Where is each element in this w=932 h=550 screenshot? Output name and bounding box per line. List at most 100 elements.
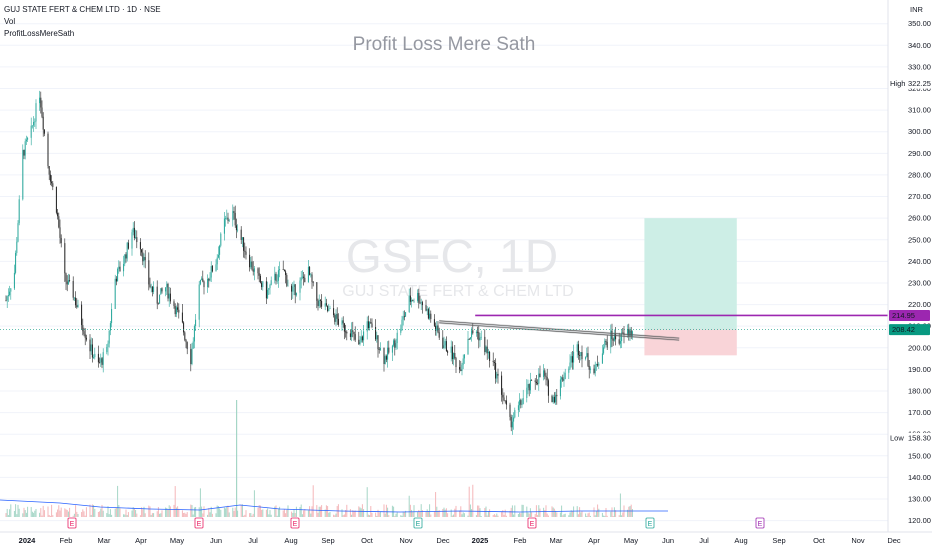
- candle-body[interactable]: [321, 300, 323, 307]
- candle-body[interactable]: [559, 379, 561, 397]
- candle-body[interactable]: [477, 331, 479, 333]
- candle-body[interactable]: [24, 141, 26, 156]
- candle-body[interactable]: [454, 352, 456, 359]
- candle-body[interactable]: [177, 307, 179, 310]
- candle-body[interactable]: [219, 245, 221, 255]
- candle-body[interactable]: [378, 349, 380, 350]
- candle-body[interactable]: [220, 233, 222, 246]
- candle-body[interactable]: [579, 355, 581, 357]
- candle-body[interactable]: [253, 268, 255, 272]
- candle-body[interactable]: [543, 370, 545, 378]
- last-price-tag[interactable]: [889, 324, 930, 336]
- candle-body[interactable]: [438, 332, 440, 338]
- candle-body[interactable]: [467, 338, 469, 355]
- candle-body[interactable]: [198, 284, 200, 320]
- candle-body[interactable]: [603, 347, 605, 354]
- candle-body[interactable]: [143, 257, 145, 262]
- candle-body[interactable]: [41, 107, 43, 117]
- candle-body[interactable]: [299, 280, 301, 293]
- candle-body[interactable]: [73, 297, 75, 299]
- candle-body[interactable]: [144, 257, 146, 261]
- candle-body[interactable]: [333, 308, 335, 316]
- candle-body[interactable]: [576, 344, 578, 352]
- candle-body[interactable]: [83, 331, 85, 335]
- candle-body[interactable]: [174, 306, 176, 315]
- candle-body[interactable]: [509, 404, 511, 417]
- candle-body[interactable]: [455, 358, 457, 368]
- candle-body[interactable]: [569, 362, 571, 369]
- candle-body[interactable]: [337, 318, 339, 325]
- candle-body[interactable]: [539, 373, 541, 378]
- candle-body[interactable]: [35, 103, 37, 122]
- candle-body[interactable]: [435, 325, 437, 331]
- resistance-price-tag[interactable]: [889, 309, 930, 321]
- candle-body[interactable]: [241, 237, 243, 240]
- candle-body[interactable]: [117, 268, 119, 282]
- candle-body[interactable]: [555, 394, 557, 403]
- candle-body[interactable]: [351, 330, 353, 337]
- candle-body[interactable]: [67, 280, 69, 285]
- candle-body[interactable]: [133, 227, 135, 239]
- candle-body[interactable]: [135, 237, 137, 239]
- candle-body[interactable]: [304, 277, 306, 283]
- candle-body[interactable]: [55, 187, 57, 213]
- candle-body[interactable]: [173, 301, 175, 307]
- candle-body[interactable]: [195, 319, 197, 327]
- candle-body[interactable]: [227, 217, 229, 221]
- candle-body[interactable]: [192, 341, 194, 349]
- candle-body[interactable]: [580, 352, 582, 357]
- candle-body[interactable]: [175, 307, 177, 315]
- trendline-channel[interactable]: [439, 319, 680, 342]
- candle-body[interactable]: [311, 274, 313, 282]
- candle-body[interactable]: [22, 149, 24, 200]
- candlesticks[interactable]: [5, 90, 633, 435]
- earnings-marker[interactable]: E: [290, 517, 300, 529]
- candle-body[interactable]: [597, 364, 599, 366]
- candle-body[interactable]: [303, 276, 305, 278]
- candle-body[interactable]: [301, 276, 303, 278]
- candle-body[interactable]: [257, 268, 259, 274]
- candle-body[interactable]: [475, 331, 477, 334]
- candle-body[interactable]: [520, 400, 522, 405]
- candle-body[interactable]: [262, 281, 264, 288]
- candle-body[interactable]: [371, 323, 373, 328]
- candle-body[interactable]: [631, 331, 633, 336]
- candle-body[interactable]: [604, 340, 606, 348]
- candle-body[interactable]: [207, 279, 209, 288]
- candle-body[interactable]: [419, 302, 421, 304]
- candle-body[interactable]: [156, 286, 158, 304]
- candle-body[interactable]: [77, 304, 79, 308]
- candle-body[interactable]: [126, 242, 128, 259]
- candle-body[interactable]: [352, 330, 354, 332]
- candle-body[interactable]: [75, 297, 77, 306]
- candle-body[interactable]: [84, 334, 86, 338]
- candle-body[interactable]: [611, 330, 613, 340]
- earnings-marker[interactable]: E: [645, 517, 655, 529]
- candle-body[interactable]: [233, 211, 235, 213]
- candle-body[interactable]: [601, 353, 603, 364]
- candle-body[interactable]: [184, 332, 186, 340]
- candle-body[interactable]: [628, 329, 630, 337]
- candle-body[interactable]: [276, 280, 278, 282]
- candle-body[interactable]: [562, 377, 564, 381]
- candle-body[interactable]: [606, 341, 608, 348]
- candle-body[interactable]: [370, 322, 372, 324]
- candle-body[interactable]: [358, 339, 360, 345]
- candle-body[interactable]: [161, 288, 163, 292]
- candle-body[interactable]: [270, 280, 272, 285]
- candle-body[interactable]: [510, 416, 512, 428]
- candle-body[interactable]: [60, 237, 62, 244]
- candle-body[interactable]: [97, 353, 99, 363]
- candle-body[interactable]: [376, 335, 378, 340]
- candle-body[interactable]: [268, 288, 270, 290]
- candle-body[interactable]: [346, 331, 348, 334]
- candle-body[interactable]: [586, 353, 588, 358]
- candle-body[interactable]: [613, 334, 615, 341]
- candle-body[interactable]: [546, 377, 548, 381]
- candle-body[interactable]: [573, 351, 575, 363]
- candle-body[interactable]: [502, 394, 504, 398]
- candle-body[interactable]: [354, 334, 356, 340]
- candle-body[interactable]: [106, 347, 108, 353]
- candle-body[interactable]: [463, 354, 465, 359]
- candle-body[interactable]: [396, 332, 398, 344]
